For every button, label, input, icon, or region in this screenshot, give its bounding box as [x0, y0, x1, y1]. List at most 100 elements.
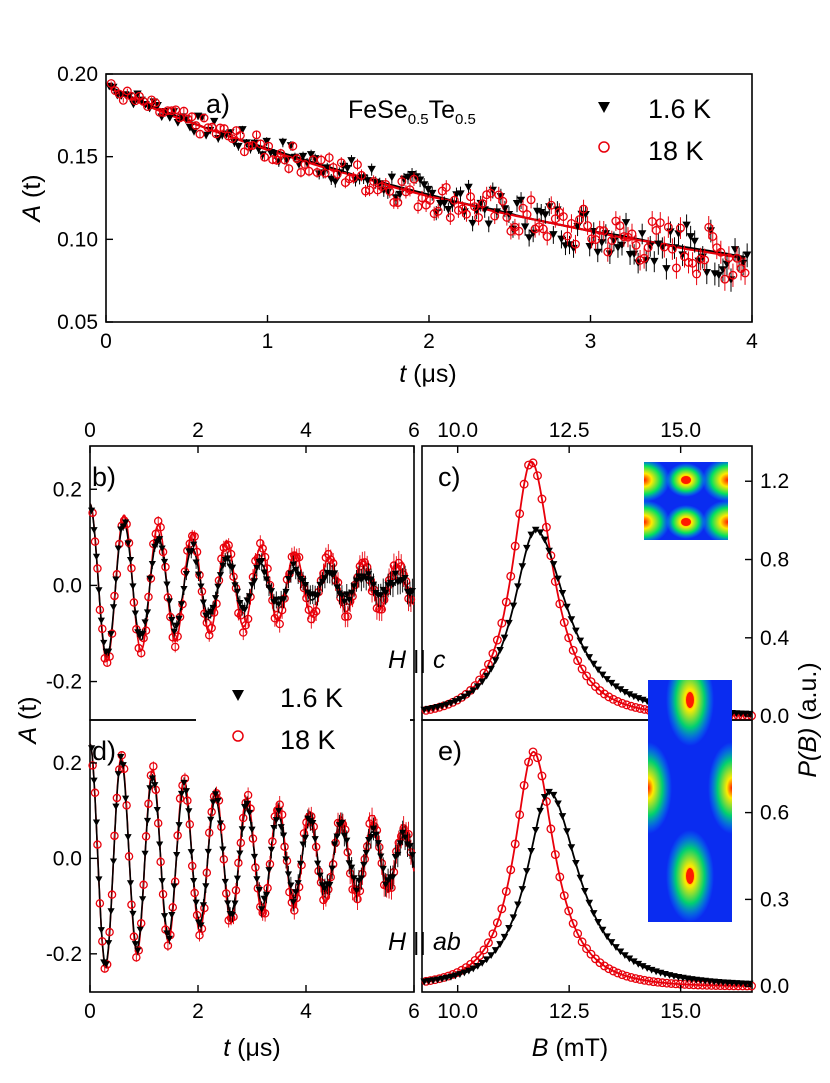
panel-d-axes: 0 2 4 6 -0.2 0.0 0.2: [46, 752, 420, 1023]
data-point-1p6K: [580, 888, 589, 895]
data-point-1p6K: [487, 952, 495, 960]
data-point-18K: [693, 980, 703, 990]
data-point-1p6K: [326, 881, 334, 889]
data-point-18K: [514, 226, 524, 236]
data-point-1p6K: [567, 616, 576, 624]
data-point-18K: [158, 889, 168, 899]
data-point-1p6K: [625, 955, 634, 963]
data-point-1p6K: [177, 790, 186, 798]
data-point-1p6K: [343, 837, 351, 845]
ylabel-bd-italic: A: [14, 727, 42, 746]
data-point-18K: [657, 978, 667, 988]
data-point-1p6K: [311, 836, 319, 843]
data-point-18K: [663, 222, 673, 232]
data-point-18K: [583, 221, 593, 231]
x-tick-label: 15.0: [660, 1000, 701, 1023]
data-point-18K: [229, 572, 238, 581]
data-point-1p6K: [180, 585, 188, 593]
data-point-1p6K: [136, 926, 144, 934]
data-point-1p6K: [287, 570, 295, 578]
data-point-1p6K: [557, 235, 566, 244]
data-point-1p6K: [348, 589, 356, 597]
data-point-1p6K: [536, 529, 544, 537]
data-point-1p6K: [327, 175, 336, 184]
data-point-1p6K: [465, 967, 473, 975]
data-point-18K: [462, 209, 471, 219]
data-point-18K: [311, 607, 321, 616]
data-point-1p6K: [95, 876, 103, 883]
data-point-1p6K: [199, 599, 207, 606]
x-tick-label: 10.0: [437, 1000, 478, 1023]
data-point-18K: [671, 263, 681, 273]
data-point-18K: [617, 698, 627, 708]
data-point-18K: [124, 538, 134, 548]
data-point-1p6K: [262, 891, 271, 899]
data-point-18K: [492, 635, 502, 645]
data-point-18K: [599, 689, 609, 699]
data-point-18K: [559, 891, 569, 901]
data-point-1p6K: [124, 834, 132, 841]
data-point-18K: [234, 858, 243, 868]
data-point-1p6K: [158, 545, 166, 553]
data-point-1p6K: [207, 608, 215, 616]
data-point-1p6K: [231, 582, 239, 589]
data-point-1p6K: [119, 523, 127, 531]
data-point-1p6K: [204, 848, 212, 856]
data-point-18K: [204, 828, 214, 837]
data-point-1p6K: [272, 596, 280, 604]
data-point-18K: [105, 927, 114, 937]
data-point-1p6K: [306, 151, 316, 159]
data-point-18K: [533, 471, 542, 481]
ylabel-ce-italic: P(B): [794, 728, 822, 778]
data-point-1p6K: [433, 704, 442, 711]
legend-bd-label-1: 1.6 K: [280, 683, 343, 713]
data-point-1p6K: [219, 562, 227, 570]
data-point-18K: [385, 186, 395, 196]
data-point-1p6K: [563, 603, 571, 611]
data-point-1p6K: [248, 826, 256, 834]
data-point-1p6K: [469, 965, 478, 973]
legend-a-marker-2: [598, 141, 610, 153]
data-point-1p6K: [531, 526, 540, 534]
data-point-1p6K: [496, 647, 504, 654]
data-point-1p6K: [630, 693, 638, 701]
data-point-18K: [643, 243, 653, 252]
data-point-18K: [579, 204, 589, 214]
data-point-1p6K: [399, 829, 407, 837]
data-point-18K: [114, 89, 124, 99]
data-point-1p6K: [424, 977, 433, 985]
data-point-1p6K: [686, 233, 695, 241]
data-point-1p6K: [90, 777, 98, 785]
data-point-18K: [284, 164, 294, 174]
data-point-1p6K: [460, 693, 469, 701]
data-point-18K: [187, 112, 197, 122]
data-point-1p6K: [433, 976, 442, 984]
data-point-18K: [627, 229, 637, 239]
data-point-1p6K: [88, 745, 96, 752]
data-point-1p6K: [527, 847, 536, 855]
data-point-1p6K: [500, 634, 509, 642]
data-point-1p6K: [509, 914, 518, 922]
data-point-18K: [192, 547, 202, 557]
data-point-18K: [273, 610, 282, 620]
data-point-1p6K: [465, 690, 473, 698]
xlabel-e-italic: B: [532, 1034, 549, 1062]
data-point-18K: [546, 824, 556, 834]
data-point-18K: [541, 522, 551, 532]
data-point-1p6K: [224, 555, 232, 562]
data-point-1p6K: [245, 593, 254, 600]
data-point-1p6K: [572, 860, 580, 867]
data-point-1p6K: [92, 553, 101, 561]
data-point-1p6K: [607, 939, 616, 946]
xlabel-d-italic: t: [223, 1034, 231, 1062]
data-point-1p6K: [585, 243, 594, 251]
data-point-18K: [127, 564, 136, 573]
data-point-1p6K: [238, 126, 247, 134]
x-top-tick-label: 2: [192, 419, 204, 442]
data-point-1p6K: [114, 771, 122, 778]
data-point-1p6K: [170, 883, 178, 890]
data-point-1p6K: [391, 570, 399, 578]
data-point-1p6K: [594, 666, 602, 674]
data-point-18K: [136, 648, 146, 658]
data-point-1p6K: [289, 899, 297, 906]
